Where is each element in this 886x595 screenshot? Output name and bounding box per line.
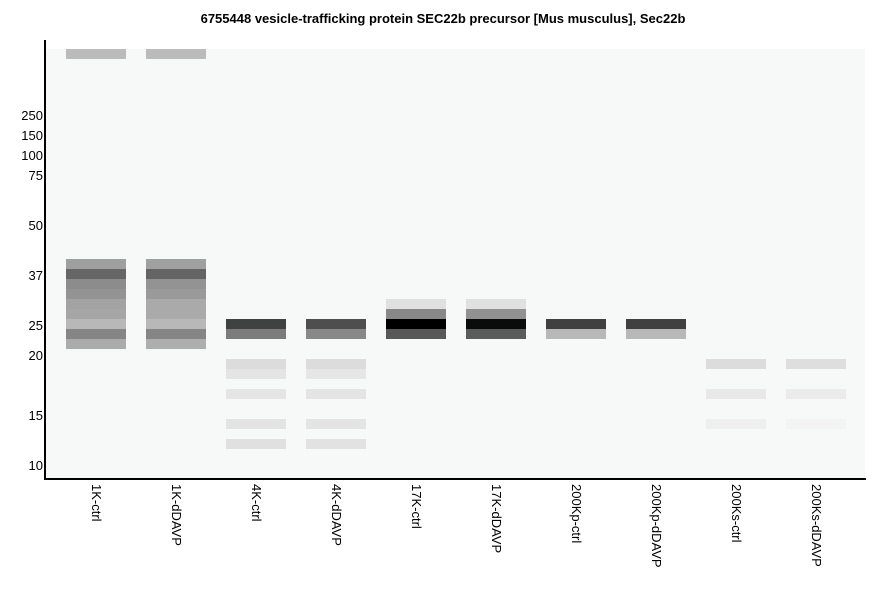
y-tick-label: 250: [21, 108, 43, 123]
lane-label: 1K-ctrl: [89, 484, 104, 522]
lane-label: 17K-dDAVP: [489, 484, 504, 554]
gel-band: [306, 319, 366, 329]
lane-label: 200Kp-dDAVP: [649, 484, 664, 568]
gel-band: [66, 329, 126, 339]
gel-band: [306, 389, 366, 399]
gel-band: [146, 309, 206, 319]
gel-band: [226, 359, 286, 369]
gel-band: [306, 419, 366, 429]
gel-band: [226, 369, 286, 379]
lane-label: 200Ks-ctrl: [729, 484, 744, 543]
gel-band: [66, 49, 126, 59]
gel-band: [66, 319, 126, 329]
y-tick-label: 20: [28, 348, 43, 363]
gel-band: [146, 49, 206, 59]
gel-band: [66, 279, 126, 289]
lane-label: 4K-dDAVP: [329, 484, 344, 546]
gel-band: [466, 299, 526, 309]
chart-title: 6755448 vesicle-trafficking protein SEC2…: [200, 11, 686, 26]
gel-band: [146, 269, 206, 279]
gel-band: [146, 259, 206, 269]
gel-band: [546, 319, 606, 329]
gel-band: [146, 279, 206, 289]
y-tick-label: 25: [28, 318, 43, 333]
gel-band: [66, 299, 126, 309]
y-tick-label: 75: [28, 168, 43, 183]
y-tick-label: 10: [28, 458, 43, 473]
gel-band: [66, 269, 126, 279]
gel-band: [306, 359, 366, 369]
gel-band: [466, 309, 526, 319]
gel-band: [706, 359, 766, 369]
y-tick-label: 100: [21, 148, 43, 163]
gel-band: [66, 289, 126, 299]
gel-band: [306, 369, 366, 379]
lane-label: 200Kp-ctrl: [569, 484, 584, 544]
y-tick-label: 15: [28, 408, 43, 423]
gel-band: [226, 419, 286, 429]
gel-band: [786, 389, 846, 399]
gel-band: [146, 319, 206, 329]
y-axis: [44, 40, 46, 480]
gel-band: [466, 319, 526, 329]
gel-band: [386, 299, 446, 309]
gel-band: [306, 439, 366, 449]
gel-band: [226, 329, 286, 339]
gel-band: [546, 329, 606, 339]
gel-band: [66, 339, 126, 349]
lane-label: 200Ks-dDAVP: [809, 484, 824, 567]
gel-band: [466, 329, 526, 339]
gel-band: [306, 329, 366, 339]
gel-band: [146, 289, 206, 299]
lane-label: 4K-ctrl: [249, 484, 264, 522]
gel-band: [626, 319, 686, 329]
gel-band: [66, 259, 126, 269]
gel-band: [226, 319, 286, 329]
gel-band: [386, 329, 446, 339]
gel-band: [146, 329, 206, 339]
gel-band: [706, 419, 766, 429]
gel-band: [66, 309, 126, 319]
gel-band: [626, 329, 686, 339]
y-tick-label: 50: [28, 218, 43, 233]
x-axis: [44, 478, 866, 480]
y-tick-label: 150: [21, 128, 43, 143]
gel-band: [226, 389, 286, 399]
lane-label: 17K-ctrl: [409, 484, 424, 529]
y-tick-label: 37: [28, 268, 43, 283]
gel-band: [386, 309, 446, 319]
gel-band: [786, 419, 846, 429]
lane-label: 1K-dDAVP: [169, 484, 184, 546]
gel-band: [786, 359, 846, 369]
gel-band: [706, 389, 766, 399]
gel-band: [386, 319, 446, 329]
gel-band: [146, 339, 206, 349]
gel-band: [146, 299, 206, 309]
gel-band: [226, 439, 286, 449]
